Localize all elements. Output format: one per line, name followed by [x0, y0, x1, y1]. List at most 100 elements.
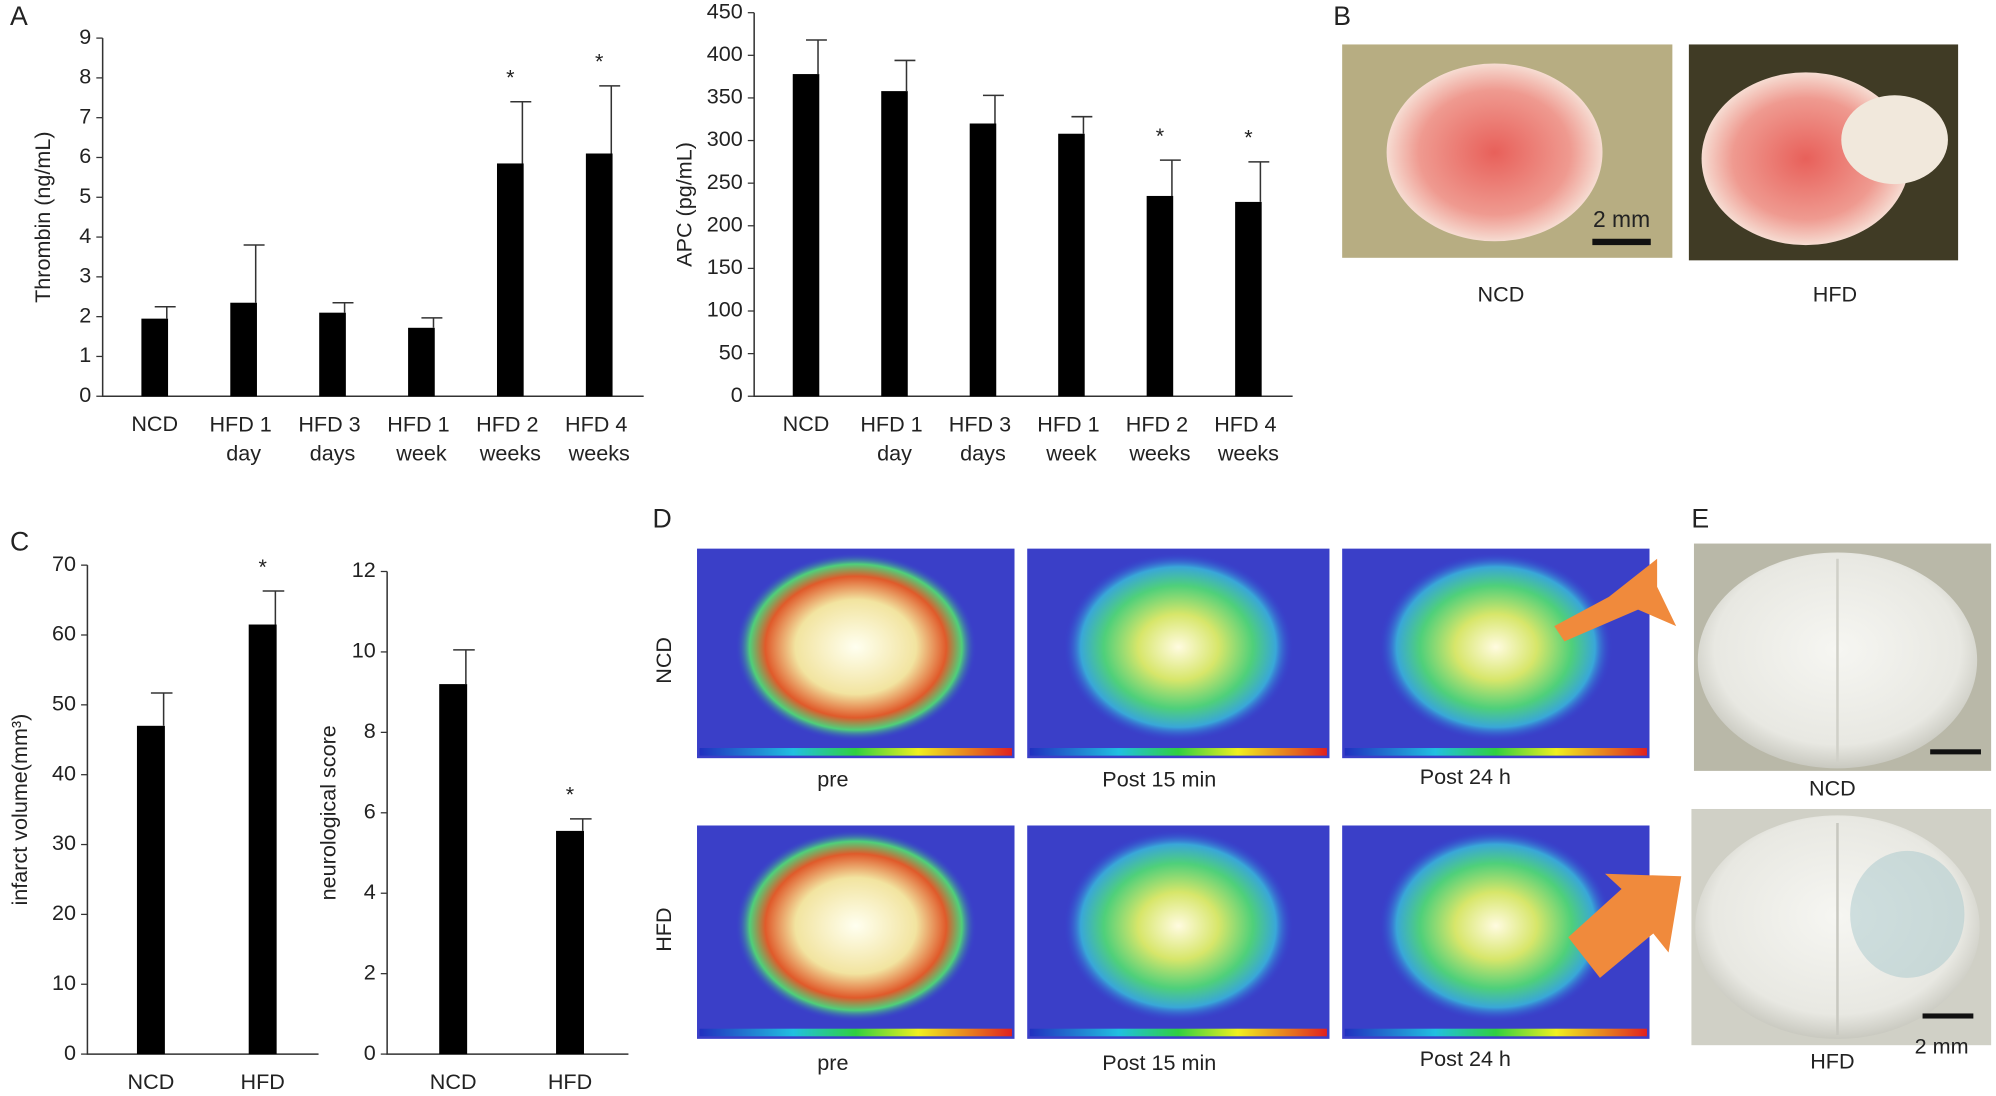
significance: * [1156, 123, 1165, 148]
caption: HFD [1810, 1049, 1854, 1074]
bar [439, 684, 468, 1055]
y-tick-label: 400 [707, 41, 743, 66]
panel-label: B [1333, 1, 1351, 31]
image-e-ncd [1693, 543, 1992, 771]
colorbar [1344, 1028, 1647, 1037]
error-bar [894, 59, 916, 92]
x-tick-label: HFD 1 week [1037, 411, 1105, 465]
panel-label: C [10, 527, 29, 557]
bar [141, 318, 169, 397]
x-tick-label: HFD 4 weeks [1214, 411, 1282, 465]
y-tick-label: 7 [79, 103, 91, 128]
x-tick-label: NCD [128, 1069, 175, 1094]
y-tick-label: 300 [707, 126, 743, 151]
bar [1058, 133, 1085, 397]
y-axis-label: neurological score [316, 725, 341, 900]
error-bar [982, 94, 1004, 124]
colorbar [699, 1028, 1012, 1037]
significance: * [595, 49, 604, 74]
significance: * [1244, 125, 1253, 150]
y-tick-label: 50 [52, 691, 76, 716]
y-tick-label: 150 [707, 254, 743, 279]
y-tick-label: 0 [731, 382, 743, 407]
bar [1235, 201, 1262, 397]
panel-label: A [10, 1, 28, 31]
scale-bar-label: 2 mm [1593, 206, 1650, 232]
y-tick-label: 50 [719, 339, 743, 364]
caption: pre [817, 1050, 848, 1075]
y-tick-label: 0 [79, 382, 91, 407]
x-tick-label: HFD 2 weeks [1126, 411, 1194, 465]
error-bar [570, 818, 592, 831]
row-label: NCD [651, 637, 676, 684]
perfusion [1379, 552, 1613, 742]
error-bar [1159, 159, 1181, 196]
error-bar [453, 649, 475, 685]
y-tick-label: 200 [707, 211, 743, 236]
laser-doppler-images [697, 548, 1650, 1039]
y-tick-label: 450 [707, 0, 743, 23]
y-tick-label: 250 [707, 169, 743, 194]
error-bar [421, 317, 443, 328]
axis [86, 565, 319, 1055]
x-tick-label: NCD [131, 411, 178, 436]
y-tick-label: 8 [364, 718, 376, 743]
y-tick-label: 2 [364, 959, 376, 984]
bar [881, 91, 908, 397]
error-bar [1248, 161, 1270, 202]
y-tick-label: 10 [52, 970, 76, 995]
bar [969, 123, 997, 397]
bar [408, 327, 435, 397]
x-tick-label: HFD 2 weeks [476, 411, 544, 465]
axis [753, 12, 1293, 397]
y-tick-label: 30 [52, 830, 76, 855]
y-axis-label: Thrombin (ng/mL) [30, 131, 55, 302]
perfusion [1063, 552, 1294, 742]
bar [1146, 195, 1174, 397]
error-bar [262, 590, 285, 625]
caption: pre [817, 767, 848, 792]
bar [319, 312, 346, 397]
colorbar [699, 748, 1012, 756]
significance: * [258, 554, 267, 579]
x-tick-label: HFD 1 day [860, 411, 928, 465]
y-tick-label: 4 [364, 879, 376, 904]
image-b-hfd [1688, 44, 1959, 261]
perfusion [1379, 829, 1613, 1022]
y-tick-label: 12 [352, 557, 376, 582]
error-bar [332, 301, 354, 313]
colorbar [1029, 1028, 1327, 1037]
bar [248, 624, 277, 1055]
bar [792, 74, 820, 397]
caption: HFD [1813, 282, 1857, 307]
panel-label: D [653, 504, 672, 534]
y-tick-label: 9 [79, 24, 91, 49]
y-tick-label: 4 [79, 223, 91, 248]
perfusion [735, 552, 977, 742]
caption: Post 24 h [1420, 764, 1511, 789]
row-label: HFD [651, 907, 676, 951]
bar [556, 830, 584, 1055]
scale-bar-label: 2 mm [1915, 1033, 1969, 1058]
x-tick-label: HFD [240, 1069, 284, 1094]
error-bar [1071, 115, 1093, 134]
error-bar [599, 85, 621, 154]
y-tick-label: 1 [79, 342, 91, 367]
panel-label: E [1691, 504, 1709, 534]
caption: Post 24 h [1420, 1046, 1511, 1071]
perfusion [1063, 829, 1294, 1022]
y-tick-label: 70 [52, 551, 76, 576]
colorbar [1344, 748, 1647, 756]
arrow [1554, 558, 1677, 642]
significance: * [506, 65, 515, 90]
bar [585, 153, 613, 397]
x-tick-label: HFD 3 days [298, 411, 366, 465]
caption: Post 15 min [1102, 767, 1216, 792]
arrow [1568, 873, 1682, 978]
y-tick-label: 100 [707, 297, 743, 322]
axis [101, 38, 644, 397]
y-axis-label: APC (pg/mL) [671, 142, 696, 267]
perfusion [735, 829, 977, 1022]
y-tick-label: 0 [64, 1040, 76, 1065]
